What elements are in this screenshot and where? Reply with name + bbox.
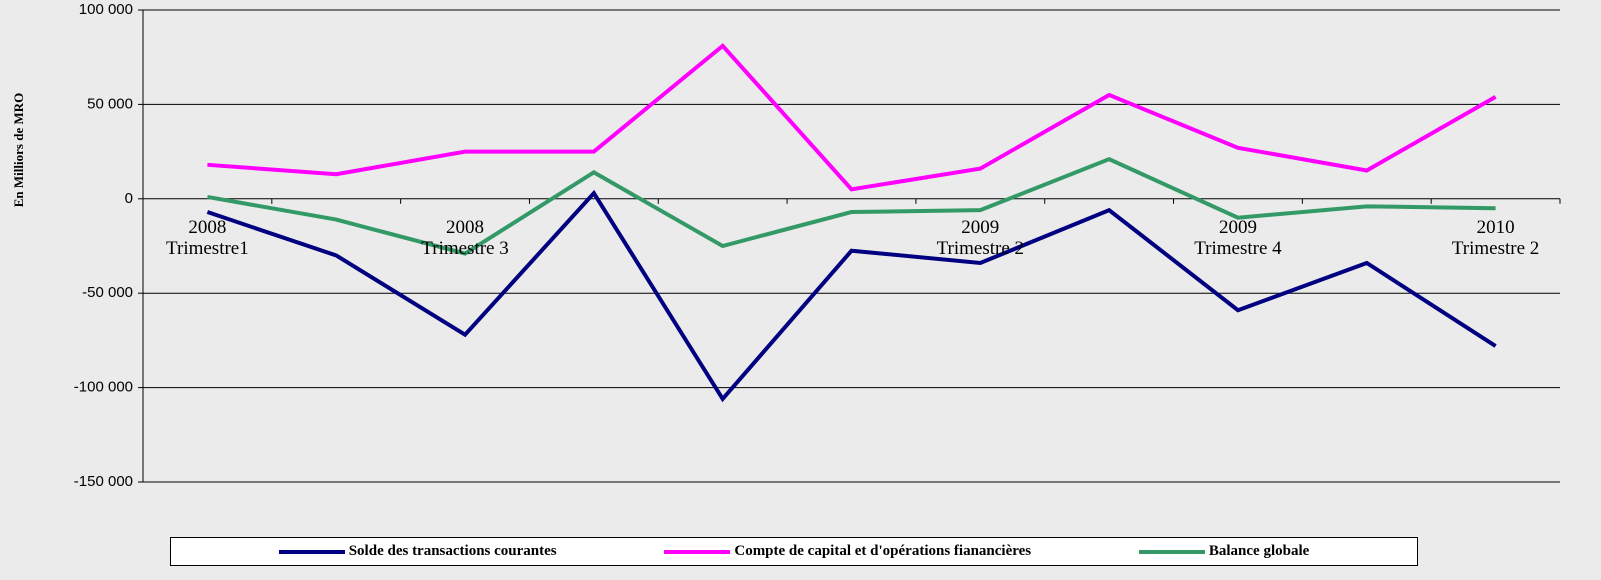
y-tick-label: 50 000 <box>87 95 133 112</box>
legend-item: Compte de capital et d'opérations fianan… <box>664 543 1031 560</box>
x-tick-label: 2008 Trimestre1 <box>166 216 249 259</box>
legend-swatch <box>664 549 731 554</box>
x-tick-label: 2008 Trimestre 3 <box>421 216 509 259</box>
legend-item: Balance globale <box>1138 543 1310 560</box>
x-tick-label: 2009 Trimestre 4 <box>1194 216 1282 259</box>
series-line <box>207 43 1497 192</box>
legend-swatch <box>278 549 345 554</box>
legend-label: Solde des transactions courantes <box>348 543 557 559</box>
y-tick-label: -50 000 <box>82 284 133 301</box>
y-tick-label: 100 000 <box>79 1 133 18</box>
y-tick-label: 0 <box>125 190 133 207</box>
series-line <box>206 189 1497 403</box>
y-tick-label: -100 000 <box>74 379 133 396</box>
y-axis-label: En Milliors de MRO <box>11 93 26 207</box>
legend-item: Solde des transactions courantes <box>278 543 557 560</box>
legend-label: Balance globale <box>1208 543 1310 559</box>
legend-label: Compte de capital et d'opérations fianan… <box>734 543 1032 559</box>
x-tick-label: 2010 Trimestre 2 <box>1451 216 1540 259</box>
x-tick-label: 2009 Trimestre 2 <box>936 216 1025 259</box>
legend: Solde des transactions courantes Compte d… <box>170 537 1418 566</box>
series-line <box>207 156 1496 256</box>
y-tick-label: -150 000 <box>74 473 133 490</box>
legend-swatch <box>1138 549 1205 554</box>
